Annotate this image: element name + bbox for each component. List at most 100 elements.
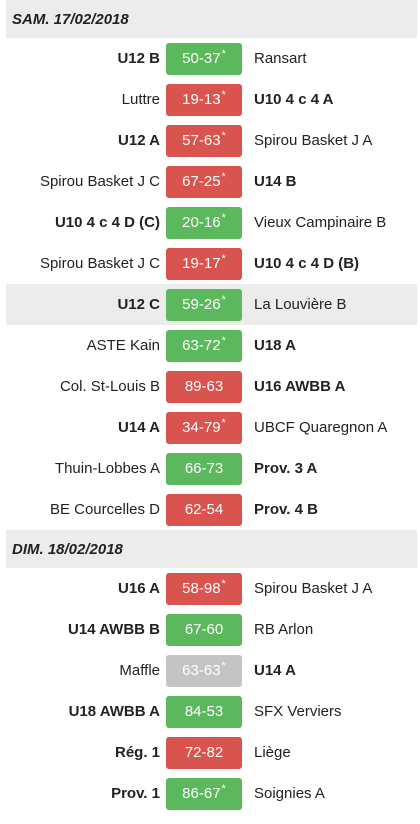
score-badge[interactable]: 62-54: [166, 493, 242, 526]
day-header: SAM. 17/02/2018: [6, 0, 417, 38]
score-badge[interactable]: 66-73: [166, 452, 242, 485]
home-team[interactable]: ASTE Kain: [86, 337, 160, 354]
home-team[interactable]: U16 A: [118, 580, 160, 597]
home-team[interactable]: U12 B: [117, 50, 160, 67]
score-badge[interactable]: 89-63: [166, 370, 242, 403]
match-row[interactable]: U10 4 c 4 D (C) 20-16 * Vieux Campinaire B: [6, 202, 417, 243]
score-value: 84-53: [184, 703, 224, 720]
score-badge[interactable]: 57-63 *: [166, 124, 242, 157]
away-team[interactable]: SFX Verviers: [254, 703, 342, 720]
score-value: 58-98: [182, 580, 221, 597]
score-badge[interactable]: 20-16 *: [166, 206, 242, 239]
score-value: 50-37: [182, 50, 221, 67]
away-team[interactable]: Liège: [254, 744, 291, 761]
match-row[interactable]: U14 A 34-79 * UBCF Quaregnon A: [6, 407, 417, 448]
match-row[interactable]: Prov. 1 86-67 * Soignies A: [6, 773, 417, 814]
match-row[interactable]: ASTE Kain 63-72 * U18 A: [6, 325, 417, 366]
score-badge[interactable]: 34-79 *: [166, 411, 242, 444]
match-row[interactable]: Spirou Basket J C 67-25 * U14 B: [6, 161, 417, 202]
away-team[interactable]: Spirou Basket J A: [254, 580, 373, 597]
day-header: DIM. 18/02/2018: [6, 530, 417, 568]
match-row[interactable]: Col. St-Louis B 89-63 U16 AWBB A: [6, 366, 417, 407]
home-team[interactable]: U14 A: [118, 419, 160, 436]
match-row[interactable]: BE Courcelles D 62-54 Prov. 4 B: [6, 489, 417, 530]
home-team[interactable]: BE Courcelles D: [49, 501, 160, 518]
score-badge[interactable]: 67-25 *: [166, 165, 242, 198]
match-row[interactable]: U16 A 58-98 * Spirou Basket J A: [6, 568, 417, 609]
score-badge[interactable]: 19-13 *: [166, 83, 242, 116]
home-team[interactable]: U18 AWBB A: [68, 703, 160, 720]
score-value: 67-25: [182, 173, 221, 190]
score-value: 72-82: [184, 744, 224, 761]
score-badge[interactable]: 63-72 *: [166, 329, 242, 362]
away-team[interactable]: Vieux Campinaire B: [254, 214, 387, 231]
score-asterisk: *: [221, 782, 226, 795]
home-team[interactable]: Col. St-Louis B: [59, 378, 160, 395]
score-asterisk: *: [221, 577, 226, 590]
away-team[interactable]: La Louvière B: [254, 296, 347, 313]
score-badge[interactable]: 59-26 *: [166, 288, 242, 321]
match-row[interactable]: Spirou Basket J C 19-17 * U10 4 c 4 D (B): [6, 243, 417, 284]
score-asterisk: *: [221, 659, 226, 672]
match-row[interactable]: U18 AWBB A 84-53 SFX Verviers: [6, 691, 417, 732]
score-value: 63-63: [182, 662, 221, 679]
score-badge[interactable]: 19-17 *: [166, 247, 242, 280]
match-row[interactable]: U14 AWBB B 67-60 RB Arlon: [6, 609, 417, 650]
home-team[interactable]: U12 A: [118, 132, 160, 149]
away-team[interactable]: Spirou Basket J A: [254, 132, 373, 149]
away-team[interactable]: RB Arlon: [254, 621, 314, 638]
score-asterisk: *: [221, 334, 226, 347]
score-value: 20-16: [182, 214, 221, 231]
away-team[interactable]: U18 A: [254, 337, 296, 354]
home-team[interactable]: U12 C: [117, 296, 160, 313]
score-badge[interactable]: 50-37 *: [166, 42, 242, 75]
away-team[interactable]: U14 A: [254, 662, 296, 679]
home-team[interactable]: Maffle: [119, 662, 160, 679]
score-badge[interactable]: 84-53: [166, 695, 242, 728]
score-badge[interactable]: 58-98 *: [166, 572, 242, 605]
score-asterisk: *: [221, 416, 226, 429]
away-team[interactable]: U10 4 c 4 D (B): [254, 255, 360, 272]
match-row[interactable]: Maffle 63-63 * U14 A: [6, 650, 417, 691]
away-team[interactable]: U16 AWBB A: [254, 378, 346, 395]
score-badge[interactable]: 72-82: [166, 736, 242, 769]
score-badge[interactable]: 86-67 *: [166, 777, 242, 810]
away-team[interactable]: Soignies A: [254, 785, 325, 802]
match-row[interactable]: U12 A 57-63 * Spirou Basket J A: [6, 120, 417, 161]
home-team[interactable]: Spirou Basket J C: [39, 255, 160, 272]
score-asterisk: *: [221, 170, 226, 183]
match-row[interactable]: U12 B 50-37 * Ransart: [6, 38, 417, 79]
away-team[interactable]: Ransart: [254, 50, 307, 67]
home-team[interactable]: U14 AWBB B: [68, 621, 160, 638]
away-team[interactable]: U14 B: [254, 173, 297, 190]
home-team[interactable]: Rég. 1: [114, 744, 160, 761]
home-team[interactable]: Thuin-Lobbes A: [54, 460, 160, 477]
score-value: 86-67: [182, 785, 221, 802]
match-row[interactable]: Luttre 19-13 * U10 4 c 4 A: [6, 79, 417, 120]
score-asterisk: *: [221, 88, 226, 101]
score-asterisk: *: [221, 252, 226, 265]
score-value: 62-54: [184, 501, 224, 518]
score-badge[interactable]: 67-60: [166, 613, 242, 646]
score-value: 19-13: [182, 91, 221, 108]
match-row[interactable]: Thuin-Lobbes A 66-73 Prov. 3 A: [6, 448, 417, 489]
score-asterisk: *: [221, 293, 226, 306]
score-badge[interactable]: 63-63 *: [166, 654, 242, 687]
match-row[interactable]: Rég. 1 72-82 Liège: [6, 732, 417, 773]
score-value: 59-26: [182, 296, 221, 313]
score-asterisk: *: [221, 211, 226, 224]
home-team[interactable]: Luttre: [121, 91, 160, 108]
score-value: 67-60: [184, 621, 224, 638]
score-value: 19-17: [182, 255, 221, 272]
home-team[interactable]: U10 4 c 4 D (C): [54, 214, 160, 231]
away-team[interactable]: UBCF Quaregnon A: [254, 419, 388, 436]
away-team[interactable]: Prov. 4 B: [254, 501, 318, 518]
match-row[interactable]: U12 C 59-26 * La Louvière B: [6, 284, 417, 325]
away-team[interactable]: Prov. 3 A: [254, 460, 318, 477]
home-team[interactable]: Prov. 1: [111, 785, 160, 802]
score-asterisk: *: [221, 47, 226, 60]
score-asterisk: *: [221, 129, 226, 142]
home-team[interactable]: Spirou Basket J C: [39, 173, 160, 190]
away-team[interactable]: U10 4 c 4 A: [254, 91, 334, 108]
score-value: 63-72: [182, 337, 221, 354]
